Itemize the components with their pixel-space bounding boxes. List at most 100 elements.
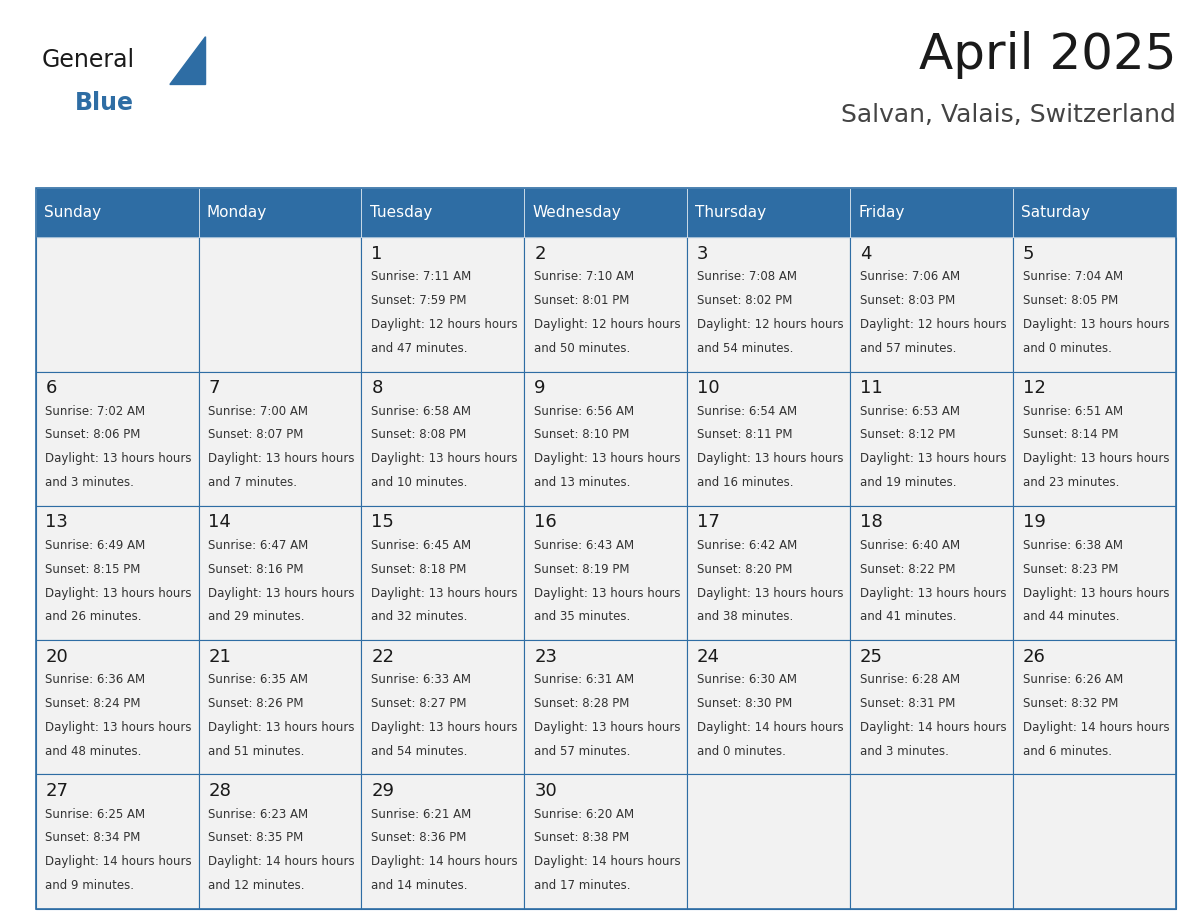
FancyBboxPatch shape bbox=[1013, 506, 1176, 640]
Text: and 17 minutes.: and 17 minutes. bbox=[535, 879, 631, 892]
FancyBboxPatch shape bbox=[198, 372, 361, 506]
Text: Daylight: 14 hours hours: Daylight: 14 hours hours bbox=[535, 856, 681, 868]
Text: Daylight: 13 hours hours: Daylight: 13 hours hours bbox=[535, 587, 681, 599]
Text: 22: 22 bbox=[372, 647, 394, 666]
FancyBboxPatch shape bbox=[524, 237, 688, 372]
Text: Sunset: 8:23 PM: Sunset: 8:23 PM bbox=[1023, 563, 1118, 576]
Text: and 41 minutes.: and 41 minutes. bbox=[860, 610, 956, 623]
Text: Daylight: 12 hours hours: Daylight: 12 hours hours bbox=[372, 318, 518, 331]
FancyBboxPatch shape bbox=[198, 188, 361, 237]
Text: Sunrise: 6:38 AM: Sunrise: 6:38 AM bbox=[1023, 539, 1123, 552]
Text: Sunrise: 7:08 AM: Sunrise: 7:08 AM bbox=[697, 270, 797, 284]
Text: Sunset: 8:38 PM: Sunset: 8:38 PM bbox=[535, 832, 630, 845]
Text: Daylight: 13 hours hours: Daylight: 13 hours hours bbox=[45, 721, 192, 734]
Text: Sunset: 8:06 PM: Sunset: 8:06 PM bbox=[45, 429, 141, 442]
Text: Sunrise: 6:58 AM: Sunrise: 6:58 AM bbox=[372, 405, 472, 418]
Text: and 19 minutes.: and 19 minutes. bbox=[860, 476, 956, 489]
FancyBboxPatch shape bbox=[36, 506, 198, 640]
Text: Sunrise: 6:43 AM: Sunrise: 6:43 AM bbox=[535, 539, 634, 552]
Text: 23: 23 bbox=[535, 647, 557, 666]
Text: Sunset: 8:10 PM: Sunset: 8:10 PM bbox=[535, 429, 630, 442]
FancyBboxPatch shape bbox=[198, 237, 361, 372]
FancyBboxPatch shape bbox=[361, 237, 524, 372]
Text: Daylight: 13 hours hours: Daylight: 13 hours hours bbox=[860, 453, 1006, 465]
Text: 11: 11 bbox=[860, 379, 883, 397]
Text: Daylight: 13 hours hours: Daylight: 13 hours hours bbox=[45, 453, 192, 465]
Text: and 0 minutes.: and 0 minutes. bbox=[1023, 341, 1112, 355]
Text: Sunrise: 6:51 AM: Sunrise: 6:51 AM bbox=[1023, 405, 1123, 418]
Text: Wednesday: Wednesday bbox=[532, 206, 621, 220]
Text: Daylight: 13 hours hours: Daylight: 13 hours hours bbox=[535, 721, 681, 734]
FancyBboxPatch shape bbox=[36, 372, 198, 506]
FancyBboxPatch shape bbox=[851, 640, 1013, 775]
Text: Sunset: 8:22 PM: Sunset: 8:22 PM bbox=[860, 563, 955, 576]
Text: Daylight: 13 hours hours: Daylight: 13 hours hours bbox=[697, 453, 843, 465]
Text: Sunset: 7:59 PM: Sunset: 7:59 PM bbox=[372, 294, 467, 308]
FancyBboxPatch shape bbox=[851, 237, 1013, 372]
Text: Sunset: 8:01 PM: Sunset: 8:01 PM bbox=[535, 294, 630, 308]
Text: 5: 5 bbox=[1023, 244, 1035, 263]
Text: Daylight: 12 hours hours: Daylight: 12 hours hours bbox=[860, 318, 1006, 331]
Text: and 50 minutes.: and 50 minutes. bbox=[535, 341, 631, 355]
Text: Sunrise: 6:25 AM: Sunrise: 6:25 AM bbox=[45, 808, 146, 821]
Text: Sunrise: 6:49 AM: Sunrise: 6:49 AM bbox=[45, 539, 146, 552]
Text: Sunset: 8:34 PM: Sunset: 8:34 PM bbox=[45, 832, 141, 845]
Text: 28: 28 bbox=[208, 782, 232, 800]
Text: 4: 4 bbox=[860, 244, 872, 263]
Text: 26: 26 bbox=[1023, 647, 1045, 666]
FancyBboxPatch shape bbox=[851, 188, 1013, 237]
Text: Friday: Friday bbox=[859, 206, 905, 220]
Text: and 16 minutes.: and 16 minutes. bbox=[697, 476, 794, 489]
Text: 12: 12 bbox=[1023, 379, 1045, 397]
Text: 14: 14 bbox=[208, 513, 232, 532]
Text: and 48 minutes.: and 48 minutes. bbox=[45, 744, 141, 758]
Text: April 2025: April 2025 bbox=[918, 31, 1176, 79]
Text: Sunrise: 6:42 AM: Sunrise: 6:42 AM bbox=[697, 539, 797, 552]
FancyBboxPatch shape bbox=[688, 640, 851, 775]
FancyBboxPatch shape bbox=[524, 506, 688, 640]
Text: Tuesday: Tuesday bbox=[369, 206, 432, 220]
Text: Sunset: 8:27 PM: Sunset: 8:27 PM bbox=[372, 697, 467, 711]
FancyBboxPatch shape bbox=[1013, 188, 1176, 237]
Text: and 35 minutes.: and 35 minutes. bbox=[535, 610, 631, 623]
FancyBboxPatch shape bbox=[36, 237, 198, 372]
Text: Daylight: 13 hours hours: Daylight: 13 hours hours bbox=[372, 721, 518, 734]
Text: Sunset: 8:08 PM: Sunset: 8:08 PM bbox=[372, 429, 467, 442]
Text: and 7 minutes.: and 7 minutes. bbox=[208, 476, 297, 489]
Text: Sunset: 8:35 PM: Sunset: 8:35 PM bbox=[208, 832, 304, 845]
Text: Sunset: 8:18 PM: Sunset: 8:18 PM bbox=[372, 563, 467, 576]
Text: Daylight: 13 hours hours: Daylight: 13 hours hours bbox=[1023, 318, 1169, 331]
Text: Sunset: 8:07 PM: Sunset: 8:07 PM bbox=[208, 429, 304, 442]
FancyBboxPatch shape bbox=[36, 775, 198, 909]
FancyBboxPatch shape bbox=[36, 188, 198, 237]
Text: Sunset: 8:31 PM: Sunset: 8:31 PM bbox=[860, 697, 955, 711]
Text: Salvan, Valais, Switzerland: Salvan, Valais, Switzerland bbox=[841, 103, 1176, 127]
Text: and 12 minutes.: and 12 minutes. bbox=[208, 879, 305, 892]
Text: Daylight: 13 hours hours: Daylight: 13 hours hours bbox=[208, 453, 355, 465]
Text: Sunrise: 6:26 AM: Sunrise: 6:26 AM bbox=[1023, 673, 1123, 687]
Text: 19: 19 bbox=[1023, 513, 1045, 532]
Text: Sunrise: 6:28 AM: Sunrise: 6:28 AM bbox=[860, 673, 960, 687]
Text: Sunrise: 7:06 AM: Sunrise: 7:06 AM bbox=[860, 270, 960, 284]
Text: Daylight: 12 hours hours: Daylight: 12 hours hours bbox=[697, 318, 843, 331]
Text: Sunrise: 6:21 AM: Sunrise: 6:21 AM bbox=[372, 808, 472, 821]
Text: Sunrise: 7:02 AM: Sunrise: 7:02 AM bbox=[45, 405, 146, 418]
Text: and 51 minutes.: and 51 minutes. bbox=[208, 744, 304, 758]
Text: Daylight: 13 hours hours: Daylight: 13 hours hours bbox=[1023, 587, 1169, 599]
Text: Sunrise: 6:31 AM: Sunrise: 6:31 AM bbox=[535, 673, 634, 687]
Text: General: General bbox=[42, 48, 134, 72]
FancyBboxPatch shape bbox=[851, 775, 1013, 909]
Text: Sunrise: 6:20 AM: Sunrise: 6:20 AM bbox=[535, 808, 634, 821]
Text: Sunrise: 7:00 AM: Sunrise: 7:00 AM bbox=[208, 405, 309, 418]
FancyBboxPatch shape bbox=[198, 506, 361, 640]
Text: Sunrise: 7:11 AM: Sunrise: 7:11 AM bbox=[372, 270, 472, 284]
FancyBboxPatch shape bbox=[524, 372, 688, 506]
Text: Sunset: 8:12 PM: Sunset: 8:12 PM bbox=[860, 429, 955, 442]
Text: and 3 minutes.: and 3 minutes. bbox=[45, 476, 134, 489]
FancyBboxPatch shape bbox=[851, 372, 1013, 506]
Text: and 23 minutes.: and 23 minutes. bbox=[1023, 476, 1119, 489]
Text: Daylight: 14 hours hours: Daylight: 14 hours hours bbox=[45, 856, 192, 868]
Text: Sunrise: 6:53 AM: Sunrise: 6:53 AM bbox=[860, 405, 960, 418]
Text: Sunset: 8:03 PM: Sunset: 8:03 PM bbox=[860, 294, 955, 308]
Text: Daylight: 13 hours hours: Daylight: 13 hours hours bbox=[208, 587, 355, 599]
